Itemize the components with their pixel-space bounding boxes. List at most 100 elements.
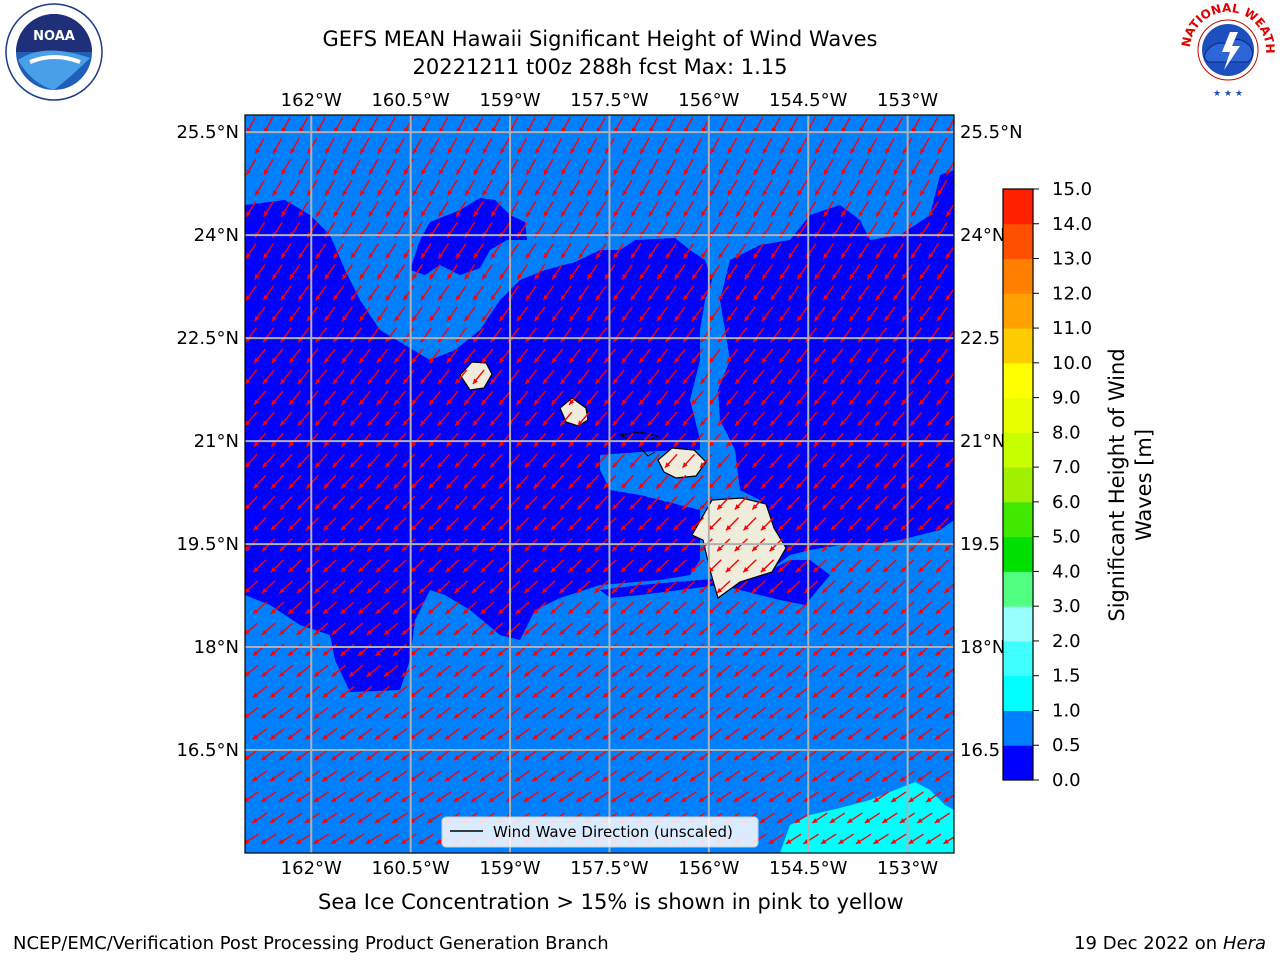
wave-vector-head — [393, 483, 399, 489]
wave-vector-head — [840, 294, 846, 301]
wave-vector-head — [261, 755, 267, 761]
wave-vector-head — [883, 525, 889, 531]
wave-vector-head — [340, 650, 346, 656]
wave-vector-head — [855, 839, 862, 844]
wave-vector-head — [663, 797, 670, 803]
wave-vector-head — [463, 441, 469, 447]
wave-vector-head — [315, 420, 321, 426]
wave-vector-head — [384, 504, 391, 510]
wave-vector-head — [911, 252, 916, 259]
wave-vector-head — [594, 629, 600, 635]
wave-vector-head — [639, 273, 645, 280]
wave-vector-head — [570, 190, 575, 196]
wave-vector-head — [656, 399, 662, 405]
wave-vector-head — [315, 294, 321, 301]
wave-vector-head — [709, 273, 715, 280]
wave-vector-head — [760, 608, 766, 615]
wave-vector-head — [745, 148, 750, 154]
wave-vector-head — [532, 776, 538, 782]
wave-vector-head — [944, 546, 950, 552]
wave-vector-head — [316, 252, 321, 259]
wave-vector-head — [936, 357, 942, 364]
wave-vector-head — [445, 525, 452, 531]
lon-label-top: 159°W — [479, 90, 540, 111]
wave-vector-head — [788, 294, 794, 301]
wave-vector-head — [296, 671, 302, 677]
wave-vector-head — [447, 190, 453, 196]
wave-vector-head — [734, 587, 740, 594]
wave-vector-head — [550, 608, 556, 615]
wave-vector-head — [612, 378, 618, 385]
wave-vector-head — [340, 608, 346, 615]
wave-vector-head — [386, 211, 392, 217]
wave-vector-head — [629, 462, 636, 468]
wave-vector-head — [821, 797, 827, 803]
wave-vector-head — [795, 566, 802, 573]
wave-vector-head — [672, 734, 679, 740]
wave-vector-head — [735, 420, 741, 426]
wave-vector-head — [637, 734, 644, 740]
wave-vector-head — [683, 252, 689, 259]
wave-vector-head — [646, 713, 652, 719]
wave-vector-head — [252, 818, 258, 823]
wave-vector-head — [394, 357, 400, 364]
wave-vector-head — [604, 357, 610, 364]
wave-vector-head — [272, 273, 278, 280]
wave-vector-head — [436, 629, 443, 635]
wave-vector-head — [672, 650, 679, 656]
wave-vector-head — [411, 357, 417, 364]
wave-vector-head — [561, 211, 567, 217]
wave-vector-head — [481, 315, 487, 322]
wave-vector-head — [691, 399, 697, 405]
wave-vector-head — [297, 546, 303, 552]
wave-vector-head — [287, 692, 294, 698]
island-oahu — [559, 397, 589, 427]
wave-vector-head — [594, 587, 600, 594]
wave-vector-head — [551, 315, 557, 322]
wave-vector-head — [734, 462, 741, 468]
wave-vector-head — [726, 441, 732, 447]
wave-vector-head — [585, 650, 591, 656]
wave-vector-head — [298, 294, 304, 301]
wave-vector-head — [699, 546, 705, 552]
wave-vector-head — [322, 776, 328, 782]
wave-vector-head — [656, 315, 662, 322]
wave-vector-head — [430, 148, 435, 154]
wave-vector-head — [593, 797, 600, 803]
svg-text:★ ★ ★: ★ ★ ★ — [1213, 89, 1243, 99]
wave-vector-head — [656, 483, 662, 489]
wave-vector-head — [447, 148, 453, 154]
wave-vector-head — [865, 566, 872, 573]
wave-vector-head — [281, 169, 287, 175]
wave-vector-head — [542, 378, 548, 385]
wave-vector-head — [401, 713, 407, 719]
wave-vector-head — [725, 525, 732, 531]
wave-vector-head — [576, 671, 582, 677]
wave-vector-head — [786, 671, 792, 677]
wave-vector-head — [839, 504, 846, 510]
wave-vector-head — [629, 546, 635, 552]
wave-vector-head — [681, 587, 688, 594]
wave-vector-head — [768, 839, 774, 844]
wave-vector-head — [438, 252, 444, 259]
wave-vector-head — [944, 629, 950, 635]
wave-vector-head — [823, 252, 829, 259]
wave-vector-head — [647, 504, 653, 510]
wave-vector-head — [727, 148, 733, 154]
wave-vector-head — [394, 399, 400, 405]
colorbar-tick-label: 11.0 — [1052, 318, 1092, 339]
wave-vector-head — [718, 252, 724, 259]
wave-vector-head — [289, 399, 295, 405]
wave-vector-head — [290, 148, 295, 154]
wave-vector-head — [357, 818, 363, 823]
wave-vector-head — [899, 818, 906, 823]
wave-vector-head — [875, 294, 881, 301]
wave-vector-head — [401, 587, 408, 594]
wave-vector-head — [832, 273, 838, 280]
wave-vector-head — [332, 504, 338, 510]
wave-vector-head — [270, 608, 276, 615]
wave-vector-head — [786, 629, 793, 635]
wave-vector-head — [909, 587, 915, 594]
wave-vector-head — [462, 776, 468, 782]
wave-vector-head — [313, 797, 320, 803]
